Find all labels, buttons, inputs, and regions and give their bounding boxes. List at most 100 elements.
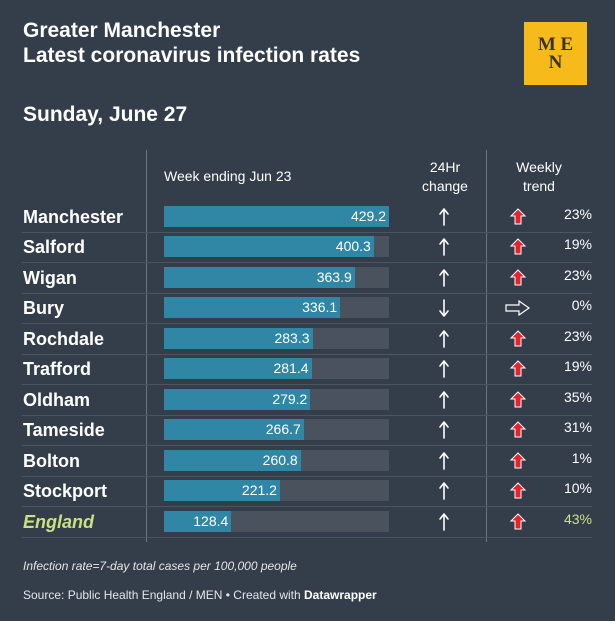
- bar-track: 260.8: [164, 449, 389, 471]
- arrow-up-icon: [439, 390, 449, 409]
- bar-track: 400.3: [164, 236, 389, 258]
- bar-track: 281.4: [164, 358, 389, 380]
- trend-percent: 43%: [563, 510, 592, 527]
- bar-value-label: 283.3: [274, 329, 310, 346]
- arrow-down-icon: [439, 299, 449, 318]
- logo-top-text: M E: [537, 33, 574, 55]
- trend-percent: 23%: [563, 266, 592, 283]
- bar-value-label: 266.7: [265, 421, 301, 438]
- row-label: Bolton: [23, 450, 80, 471]
- bar: 128.4: [164, 510, 232, 532]
- row-label: Bury: [23, 298, 65, 319]
- trend-percent: 35%: [563, 388, 592, 405]
- table-row: Bolton 260.8 1%: [22, 446, 592, 477]
- arrow-up-icon: [439, 451, 449, 470]
- bar-track: 221.2: [164, 480, 389, 502]
- bar-value-label: 128.4: [193, 512, 229, 529]
- title-line-2: Latest coronavirus infection rates: [23, 44, 361, 67]
- arrow-up-icon: [439, 269, 449, 287]
- bar-value-label: 281.4: [273, 360, 309, 377]
- bar: 400.3: [164, 236, 374, 258]
- trend-percent: 0%: [571, 297, 592, 314]
- bar: 260.8: [164, 449, 301, 471]
- arrow-up-icon: [439, 482, 449, 500]
- bar: 266.7: [164, 419, 304, 441]
- bar-track: 363.9: [164, 266, 389, 288]
- table-row: Bury 336.1 0%: [22, 293, 592, 325]
- header-weekly-trend: Weekly trend: [504, 158, 574, 196]
- table-row: Salford 400.3 19%: [22, 232, 592, 264]
- row-label: Trafford: [23, 359, 92, 380]
- table-row: Trafford 281.4 19%: [22, 354, 592, 386]
- bar: 363.9: [164, 266, 355, 288]
- trend-up-icon: [509, 238, 527, 255]
- arrow-up-icon: [439, 238, 449, 257]
- source-line: Source: Public Health England / MEN • Cr…: [23, 588, 377, 602]
- row-label: Manchester: [23, 207, 124, 227]
- trend-up-icon: [509, 208, 527, 225]
- trend-up-icon: [509, 482, 527, 499]
- bar-track: 283.3: [164, 327, 389, 349]
- trend-up-icon: [509, 390, 527, 408]
- header-24hr-line1: 24Hr: [429, 159, 461, 175]
- arrow-up-icon: [439, 421, 449, 439]
- bar-value-label: 279.2: [272, 390, 308, 407]
- bar: 283.3: [164, 327, 313, 349]
- table-row: Manchester 429.2 23%: [22, 202, 592, 233]
- arrow-up-icon: [439, 329, 449, 348]
- trend-up-icon: [509, 269, 527, 286]
- bar: 281.4: [164, 358, 312, 380]
- trend-percent: 31%: [563, 419, 592, 436]
- arrow-up-icon: [439, 512, 449, 531]
- chart-title: Greater Manchester Latest coronavirus in…: [23, 18, 360, 68]
- row-label: England: [23, 511, 94, 532]
- table-row: Wigan 363.9 23%: [22, 263, 592, 294]
- footnote: Infection rate=7-day total cases per 100…: [23, 559, 297, 573]
- divider-right: [486, 150, 487, 542]
- bar: 279.2: [164, 388, 311, 410]
- bar-track: 279.2: [164, 388, 389, 410]
- row-label: Rochdale: [23, 328, 105, 349]
- row-label: Stockport: [23, 481, 108, 502]
- divider-left: [146, 150, 147, 542]
- header-trend-line2: trend: [523, 178, 555, 194]
- bar: 336.1: [164, 297, 341, 319]
- bar-track: 336.1: [164, 297, 389, 319]
- bar-value-label: 429.2: [350, 208, 386, 224]
- logo-bottom-text: N: [548, 51, 563, 73]
- trend-percent: 23%: [563, 206, 592, 222]
- table-row: Stockport 221.2 10%: [22, 476, 592, 508]
- chart-date: Sunday, June 27: [23, 103, 188, 126]
- bar: 221.2: [164, 480, 280, 502]
- row-label: Oldham: [23, 389, 91, 410]
- bar-track: 266.7: [164, 419, 389, 441]
- table-row: Tameside 266.7 31%: [22, 415, 592, 447]
- trend-up-icon: [509, 421, 527, 438]
- bar: 429.2: [164, 206, 389, 227]
- header-week: Week ending Jun 23: [164, 168, 292, 184]
- trend-up-icon: [509, 451, 527, 469]
- arrow-up-icon: [439, 360, 449, 379]
- row-label: Salford: [23, 237, 86, 258]
- bar-value-label: 260.8: [262, 451, 298, 468]
- table-row: England 128.4 43%: [22, 507, 592, 538]
- men-logo: M E N: [524, 22, 587, 85]
- source-tool: Datawrapper: [304, 588, 377, 602]
- trend-up-icon: [509, 512, 527, 529]
- trend-percent: 19%: [563, 358, 592, 375]
- trend-percent: 10%: [563, 480, 592, 497]
- row-label: Tameside: [23, 420, 105, 441]
- bar-value-label: 221.2: [241, 482, 277, 499]
- trend-percent: 1%: [571, 449, 592, 466]
- bar-value-label: 400.3: [335, 238, 371, 255]
- trend-flat-icon: [505, 300, 531, 317]
- header-24hr-line2: change: [422, 178, 468, 194]
- trend-up-icon: [509, 330, 527, 347]
- trend-percent: 19%: [563, 236, 592, 253]
- bar-track: 128.4: [164, 510, 389, 532]
- bar-value-label: 363.9: [316, 268, 352, 285]
- header-trend-line1: Weekly: [516, 159, 562, 175]
- arrow-up-icon: [439, 208, 449, 226]
- row-label: Wigan: [23, 267, 77, 288]
- trend-percent: 23%: [563, 327, 592, 344]
